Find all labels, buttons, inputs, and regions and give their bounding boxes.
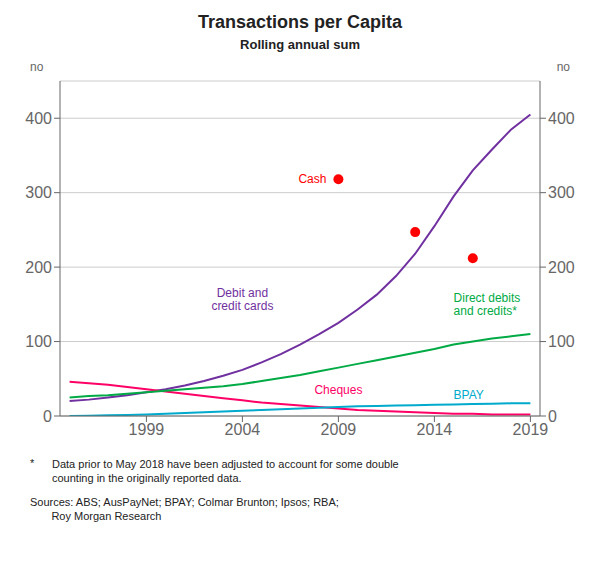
svg-text:2004: 2004	[225, 421, 261, 438]
html-text:Sources: ABS; AusPayNet; BPAY;: Sources: ABS; AusPayNet; BPAY; Colmar Br…	[30, 496, 339, 522]
svg-text:300: 300	[25, 184, 52, 201]
svg-text:0: 0	[548, 408, 557, 425]
svg-text:Cheques: Cheques	[314, 383, 362, 397]
svg-text:400: 400	[25, 110, 52, 127]
svg-text:100: 100	[548, 333, 575, 350]
html-text:Transactions per Capita: Transactions per Capita	[198, 12, 402, 32]
svg-text:Direct debitsand credits*: Direct debitsand credits*	[454, 291, 521, 318]
html-text:no: no	[556, 60, 570, 74]
svg-text:300: 300	[548, 184, 575, 201]
svg-text:100: 100	[25, 333, 52, 350]
svg-text:2019: 2019	[513, 421, 549, 438]
svg-text:BPAY: BPAY	[454, 388, 484, 402]
svg-text:0: 0	[43, 408, 52, 425]
svg-text:200: 200	[25, 259, 52, 276]
svg-text:200: 200	[548, 259, 575, 276]
svg-text:Debit andcredit cards: Debit andcredit cards	[211, 286, 273, 313]
html-text:Rolling annual sum: Rolling annual sum	[240, 37, 360, 52]
svg-text:Cash: Cash	[298, 172, 326, 186]
svg-text:2009: 2009	[321, 421, 357, 438]
svg-text:1999: 1999	[129, 421, 165, 438]
html-text:Data prior to May 2018 have be: Data prior to May 2018 have been adjuste…	[52, 458, 399, 484]
svg-text:2014: 2014	[417, 421, 453, 438]
html-text:no: no	[30, 60, 44, 74]
svg-text:400: 400	[548, 110, 575, 127]
